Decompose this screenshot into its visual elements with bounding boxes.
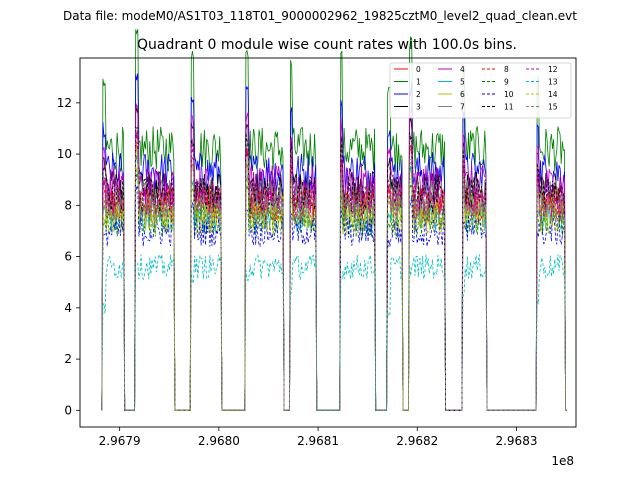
legend-label: 7	[460, 103, 465, 112]
x-tick-label: 2.9679	[99, 434, 141, 448]
series-line-4	[101, 103, 567, 411]
chart-title: Quadrant 0 module wise count rates with …	[137, 37, 517, 53]
legend-box	[389, 62, 572, 119]
plot-frame	[79, 57, 577, 428]
y-tick-label: 0	[64, 403, 72, 417]
legend-label: 14	[548, 90, 558, 99]
y-tick-label: 6	[64, 250, 72, 264]
legend-label: 4	[460, 65, 465, 74]
legend-label: 13	[548, 78, 558, 87]
legend-label: 2	[416, 90, 421, 99]
legend-label: 6	[460, 90, 465, 99]
x-offset-label: 1e8	[551, 454, 574, 468]
y-tick-label: 8	[64, 198, 72, 212]
y-tick-label: 4	[64, 301, 72, 315]
x-axis: 2.9679 2.9680 2.9681 2.9682 2.9683	[99, 427, 537, 448]
x-tick-label: 2.9681	[297, 434, 339, 448]
data-file-suptitle: Data file: modeM0/AS1T03_118T01_90000029…	[63, 9, 577, 23]
y-tick-label: 10	[57, 147, 72, 161]
legend-label: 11	[504, 103, 514, 112]
legend-label: 15	[548, 103, 558, 112]
x-tick-label: 2.9683	[495, 434, 537, 448]
legend-label: 0	[416, 65, 421, 74]
series-line-13	[101, 253, 567, 411]
legend-label: 8	[504, 65, 509, 74]
series-line-11	[101, 126, 567, 411]
series-line-3	[101, 107, 567, 411]
legend-label: 9	[504, 78, 509, 87]
x-tick-label: 2.9682	[396, 434, 438, 448]
y-axis: 0 2 4 6 8 10 12	[57, 96, 80, 417]
legend-label: 5	[460, 78, 465, 87]
y-tick-label: 12	[57, 96, 72, 110]
y-tick-label: 2	[64, 352, 72, 366]
series-line-2	[101, 73, 567, 411]
legend-label: 1	[416, 78, 421, 87]
legend-label: 12	[548, 65, 558, 74]
x-tick-label: 2.9680	[198, 434, 240, 448]
legend-label: 3	[416, 103, 421, 112]
legend-label: 10	[504, 90, 514, 99]
plot-lines	[101, 29, 567, 411]
series-line-15	[101, 149, 567, 411]
